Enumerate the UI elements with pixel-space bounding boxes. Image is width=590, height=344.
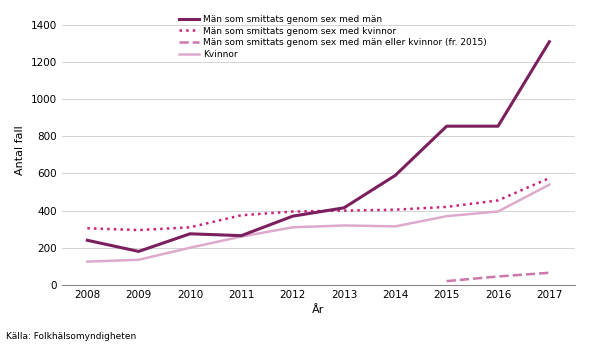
X-axis label: År: År	[312, 305, 324, 315]
Legend: Män som smittats genom sex med män, Män som smittats genom sex med kvinnor, Män : Män som smittats genom sex med män, Män …	[179, 15, 487, 59]
Text: Källa: Folkhälsomyndigheten: Källa: Folkhälsomyndigheten	[6, 332, 136, 341]
Y-axis label: Antal fall: Antal fall	[15, 126, 25, 175]
